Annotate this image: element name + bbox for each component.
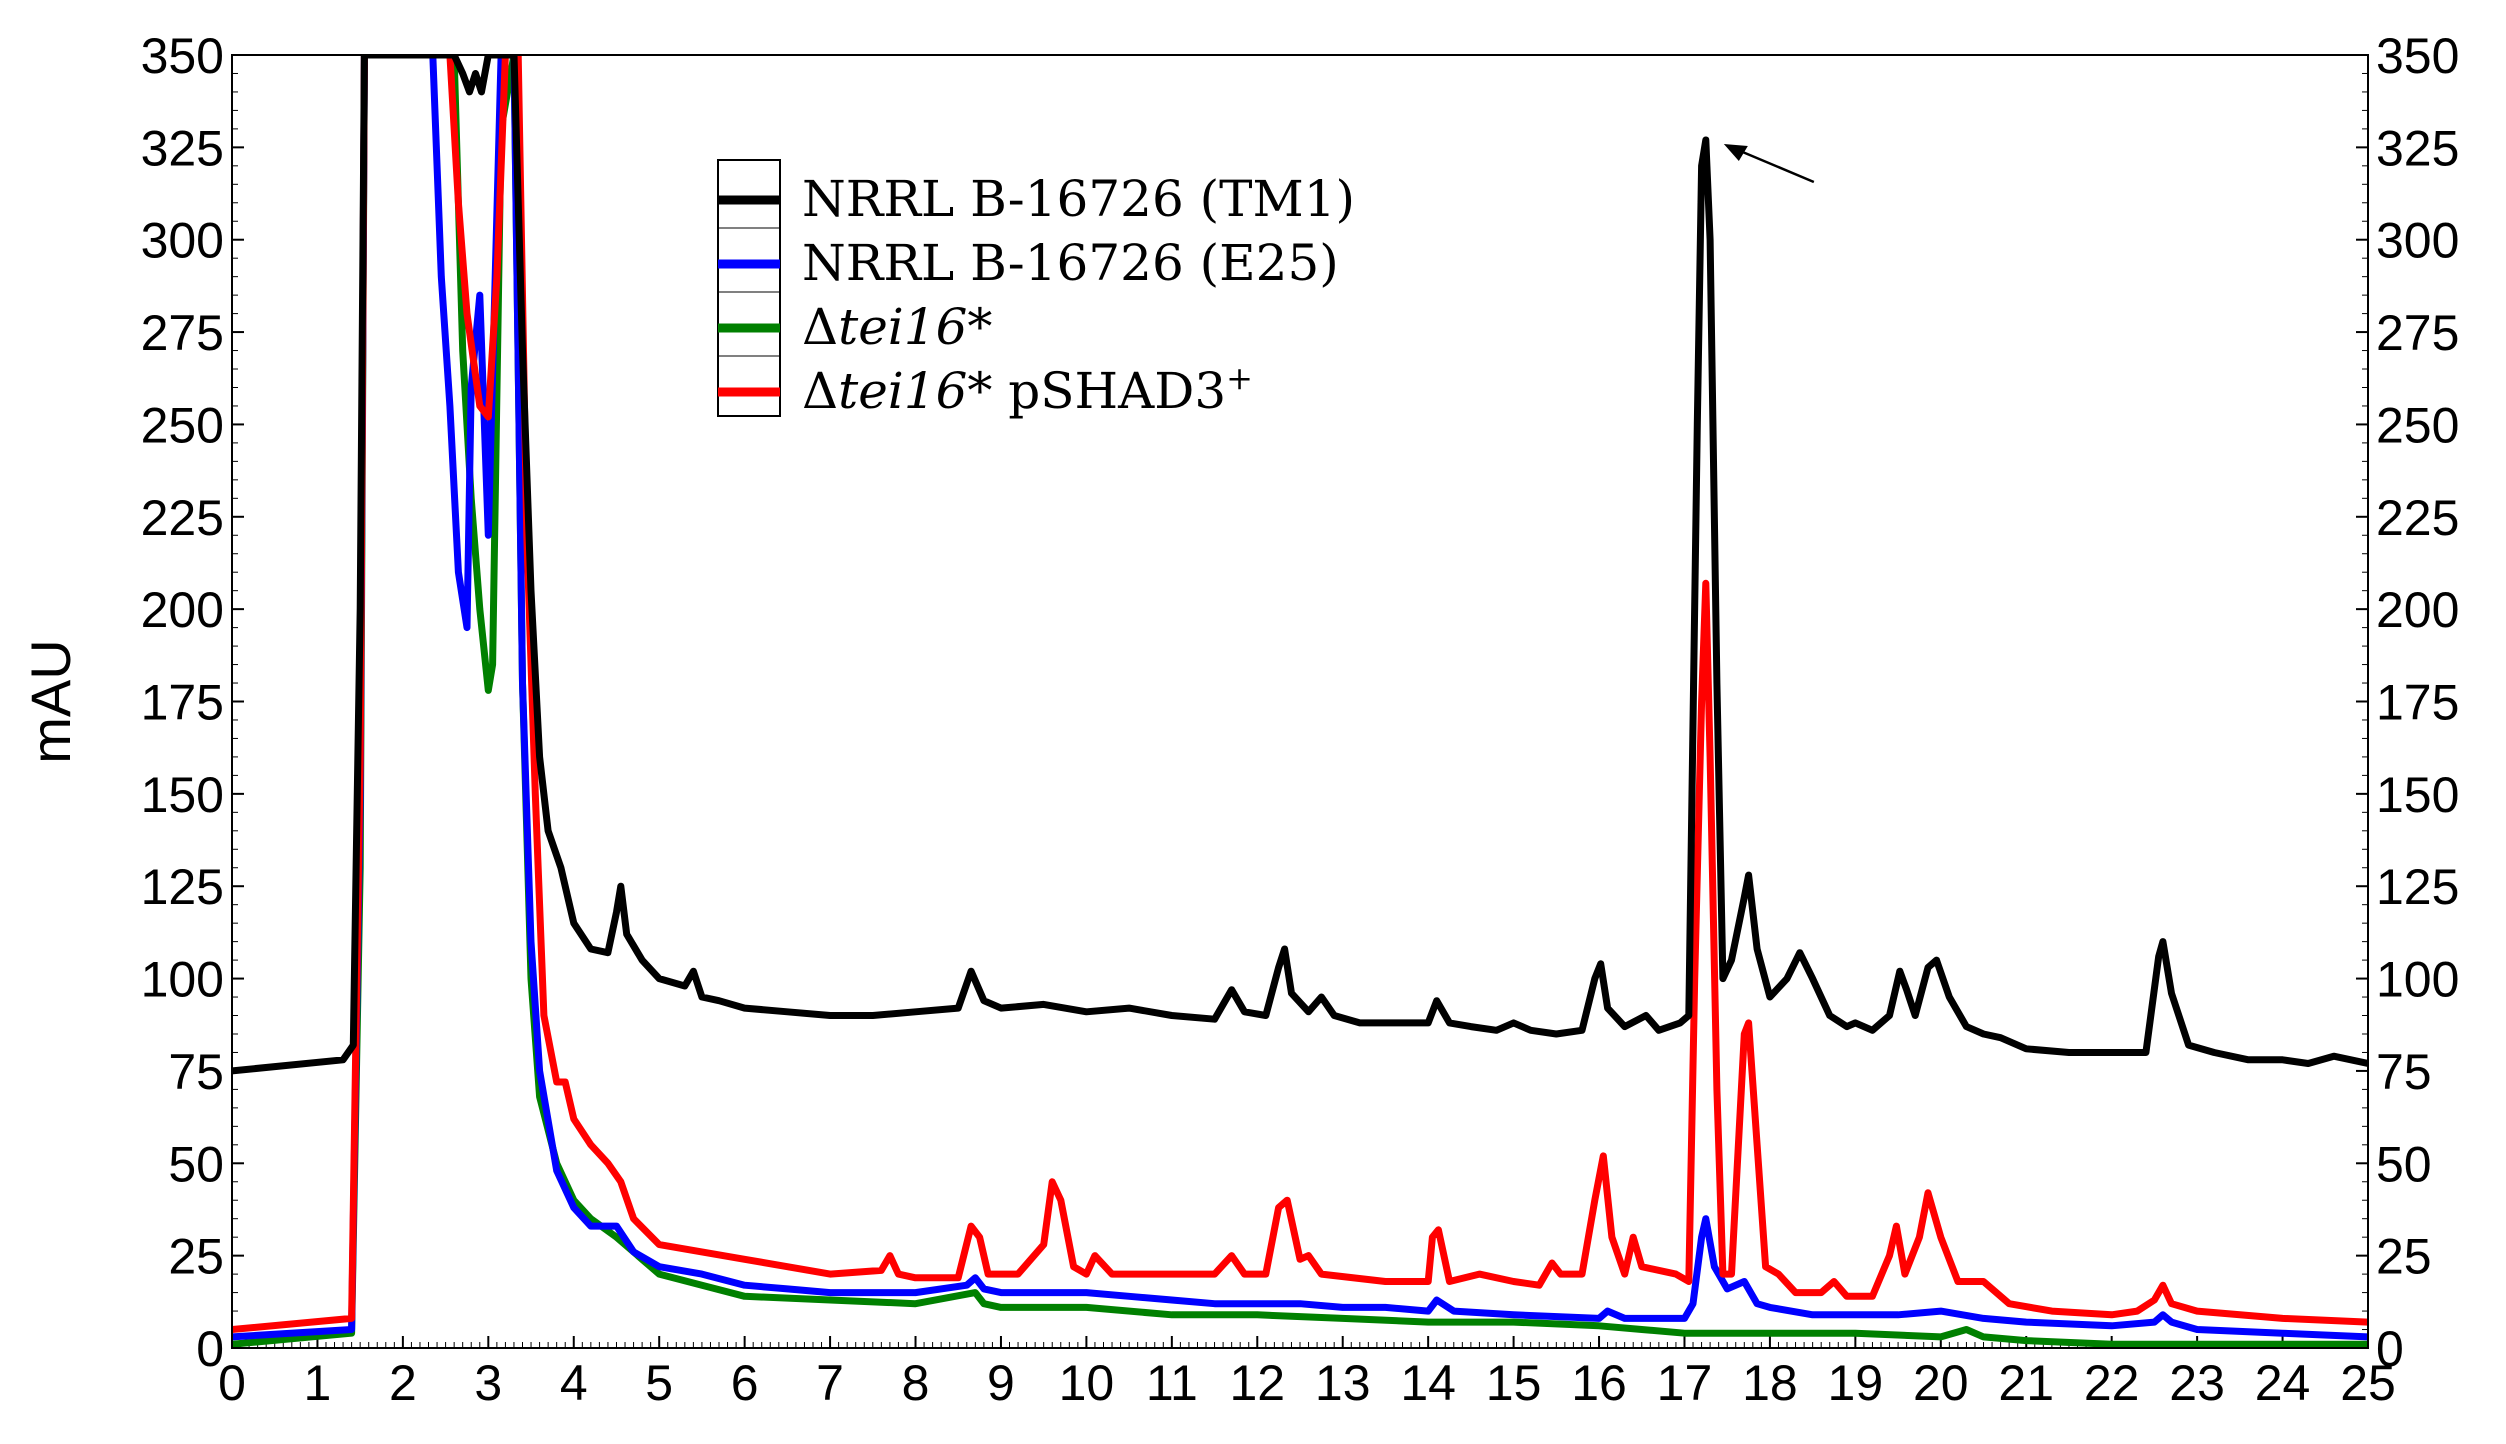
x-tick-label: 24 — [2255, 1355, 2311, 1411]
y-tick-label-right: 275 — [2376, 305, 2459, 361]
x-tick-label: 13 — [1315, 1355, 1371, 1411]
x-tick-label: 9 — [987, 1355, 1015, 1411]
x-tick-label: 1 — [304, 1355, 332, 1411]
y-tick-label-left: 275 — [141, 305, 224, 361]
y-tick-label-right: 325 — [2376, 120, 2459, 176]
legend-label: NRRL B-16726 (TM1) — [802, 170, 1355, 228]
series-lines — [232, 55, 2368, 1348]
x-tick-label: 12 — [1229, 1355, 1285, 1411]
y-tick-label-right: 250 — [2376, 397, 2459, 453]
x-tick-label: 23 — [2169, 1355, 2225, 1411]
annotation-arrow-head — [1723, 143, 1748, 161]
y-tick-label-right: 125 — [2376, 859, 2459, 915]
y-tick-label-right: 175 — [2376, 675, 2459, 731]
y-tick-label-left: 175 — [141, 675, 224, 731]
x-tick-label: 11 — [1146, 1355, 1198, 1411]
y-tick-label-left: 325 — [141, 120, 224, 176]
legend: NRRL B-16726 (TM1) NRRL B-16726 (E25) Δtei… — [717, 159, 1355, 420]
y-tick-label-right: 0 — [2376, 1321, 2404, 1377]
series-line-0 — [232, 55, 2368, 1075]
x-tick-label: 7 — [816, 1355, 844, 1411]
x-tick-label: 25 — [2340, 1355, 2396, 1411]
x-tick-label: 16 — [1571, 1355, 1627, 1411]
y-tick-label-right: 25 — [2376, 1229, 2432, 1285]
series-line-3 — [232, 55, 2368, 1333]
x-tick-label: 19 — [1828, 1355, 1884, 1411]
x-tick-label: 14 — [1400, 1355, 1456, 1411]
x-tick-label: 20 — [1913, 1355, 1969, 1411]
legend-label: Δtei16* — [802, 298, 992, 356]
y-axis-label: mAU — [19, 639, 82, 763]
x-tick-label: 0 — [218, 1355, 246, 1411]
y-tick-label-left: 25 — [168, 1229, 224, 1285]
y-tick-label-left: 75 — [168, 1044, 224, 1100]
y-tick-label-right: 50 — [2376, 1136, 2432, 1192]
x-tick-label: 15 — [1486, 1355, 1542, 1411]
y-tick-label-right: 300 — [2376, 213, 2459, 269]
y-tick-label-left: 125 — [141, 859, 224, 915]
legend-label: NRRL B-16726 (E25) — [802, 234, 1339, 292]
y-tick-label-left: 225 — [141, 490, 224, 546]
x-axis-tick-labels: 0 1 2 3 4 5 6 7 8 9 10 11 12 13 14 15 16 17 18 19 20 21 22 23 24… — [218, 1355, 2396, 1411]
x-tick-label: 3 — [474, 1355, 502, 1411]
x-tick-label: 2 — [389, 1355, 417, 1411]
y-tick-label-right: 150 — [2376, 767, 2459, 823]
annotation-arrow-shaft — [1737, 148, 1815, 184]
series-line-2 — [232, 55, 2368, 1348]
y-tick-label-left: 300 — [141, 213, 224, 269]
y-axis-left-tick-labels: 0 25 50 75 100 125 150 175 200 225 250 275 300 325 350 — [141, 28, 224, 1377]
x-tick-label: 17 — [1657, 1355, 1713, 1411]
x-tick-label: 22 — [2084, 1355, 2140, 1411]
y-tick-label-right: 75 — [2376, 1044, 2432, 1100]
annotation — [1723, 143, 1815, 184]
y-tick-label-left: 200 — [141, 582, 224, 638]
y-tick-label-left: 100 — [141, 952, 224, 1008]
legend-label: Δtei16* pSHAD3+ — [802, 359, 1253, 420]
x-tick-label: 4 — [560, 1355, 588, 1411]
x-tick-label: 8 — [902, 1355, 930, 1411]
y-axis-right-tick-labels: 0 25 50 75 100 125 150 175 200 225 250 275 300 325 350 — [2376, 28, 2459, 1377]
y-tick-label-right: 100 — [2376, 952, 2459, 1008]
x-tick-label: 6 — [731, 1355, 759, 1411]
x-tick-label: 21 — [1998, 1355, 2054, 1411]
x-tick-label: 18 — [1742, 1355, 1798, 1411]
y-tick-label-right: 225 — [2376, 490, 2459, 546]
y-tick-label-left: 250 — [141, 397, 224, 453]
plot-frame — [231, 54, 2369, 1349]
y-tick-label-left: 0 — [196, 1321, 224, 1377]
y-tick-label-right: 350 — [2376, 28, 2459, 84]
x-tick-label: 10 — [1059, 1355, 1115, 1411]
x-tick-label: 5 — [645, 1355, 673, 1411]
y-tick-label-right: 200 — [2376, 582, 2459, 638]
y-tick-label-left: 350 — [141, 28, 224, 84]
y-tick-label-left: 150 — [141, 767, 224, 823]
y-tick-label-left: 50 — [168, 1136, 224, 1192]
